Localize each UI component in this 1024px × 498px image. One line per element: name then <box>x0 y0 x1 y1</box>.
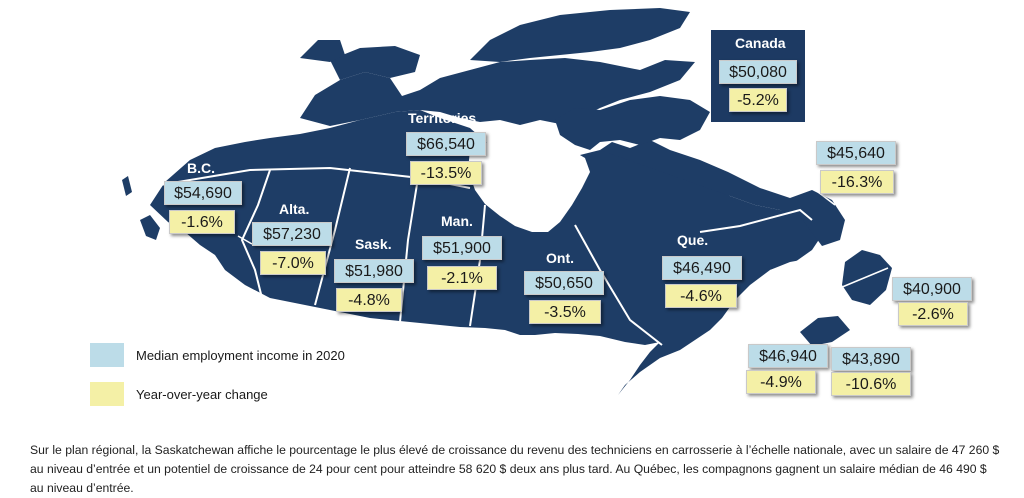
canada-summary-panel: Canada $50,080 -5.2% <box>711 30 805 122</box>
alta-income-box: $57,230 <box>252 222 332 246</box>
alta-label: Alta. <box>279 201 310 217</box>
canada-label: Canada <box>735 35 786 51</box>
bc-label: B.C. <box>187 160 215 176</box>
canada-change-box: -5.2% <box>729 88 787 112</box>
nb-income-box: $46,940 <box>748 344 828 368</box>
footnote-text: Sur le plan régional, la Saskatchewan af… <box>30 443 1000 495</box>
bc-change-box: -1.6% <box>169 210 235 234</box>
leader-line-nl <box>817 191 836 206</box>
man-income-box: $51,900 <box>422 236 502 260</box>
victoria-island <box>330 46 420 80</box>
canada-income-box: $50,080 <box>719 60 797 84</box>
great-lakes <box>505 338 605 372</box>
border-ontario-quebec <box>574 224 663 346</box>
sask-change-box: -4.8% <box>336 288 402 312</box>
border-quebec-labrador <box>699 208 813 233</box>
territories-income-box: $66,540 <box>406 132 486 156</box>
pei-income-box: $40,900 <box>892 277 972 301</box>
nova-scotia-landmass <box>800 316 850 346</box>
border-alberta-sask <box>314 167 351 306</box>
ellesmere-island <box>470 8 690 62</box>
alta-change-box: -7.0% <box>260 251 326 275</box>
que-label: Que. <box>677 232 709 248</box>
man-label: Man. <box>441 213 473 229</box>
man-change-box: -2.1% <box>427 266 497 290</box>
territories-label: Territories <box>408 110 477 126</box>
nb-change-box: -4.9% <box>746 370 816 394</box>
que-change-box: -4.6% <box>665 284 737 308</box>
ns-label: N.S. <box>857 330 885 346</box>
banks-island <box>300 40 345 62</box>
sask-income-box: $51,980 <box>334 259 414 283</box>
que-income-box: $46,490 <box>662 256 742 280</box>
sask-label: Sask. <box>355 236 392 252</box>
leader-line-bc <box>237 235 253 245</box>
leader-line-nb <box>719 319 741 341</box>
arctic-islands <box>300 58 695 126</box>
ont-income-box: $50,650 <box>524 271 604 295</box>
hudson-bay <box>468 138 590 232</box>
border-manitoba-ontario <box>469 204 486 327</box>
labrador-landmass <box>600 140 845 246</box>
baffin-island <box>555 96 710 150</box>
leader-line-ns <box>849 337 861 346</box>
vancouver-island <box>140 215 160 240</box>
gulf-st-lawrence <box>770 258 840 308</box>
legend-change-swatch <box>90 382 124 406</box>
territories-change-box: -13.5% <box>410 161 482 185</box>
legend-income-label: Median employment income in 2020 <box>136 348 345 363</box>
legend-change-label: Year-over-year change <box>136 387 268 402</box>
bc-income-box: $54,690 <box>164 181 242 205</box>
ns-income-box: $43,890 <box>831 347 911 371</box>
nl-change-box: -16.3% <box>820 170 894 194</box>
pei-label: P.E.I. <box>910 256 943 272</box>
leader-line-pei <box>834 267 889 291</box>
pei-change-box: -2.6% <box>898 302 968 326</box>
ont-label: Ont. <box>546 250 574 266</box>
border-bc-alberta <box>240 169 271 299</box>
legend-income-swatch <box>90 343 124 367</box>
nl-income-box: $45,640 <box>816 141 896 165</box>
border-sask-manitoba <box>399 177 419 323</box>
haida-gwaii <box>122 176 132 196</box>
ns-change-box: -10.6% <box>831 372 911 396</box>
nb-label: N.B. <box>774 325 802 341</box>
nl-label: N.L. <box>846 121 873 137</box>
ont-change-box: -3.5% <box>529 300 601 324</box>
